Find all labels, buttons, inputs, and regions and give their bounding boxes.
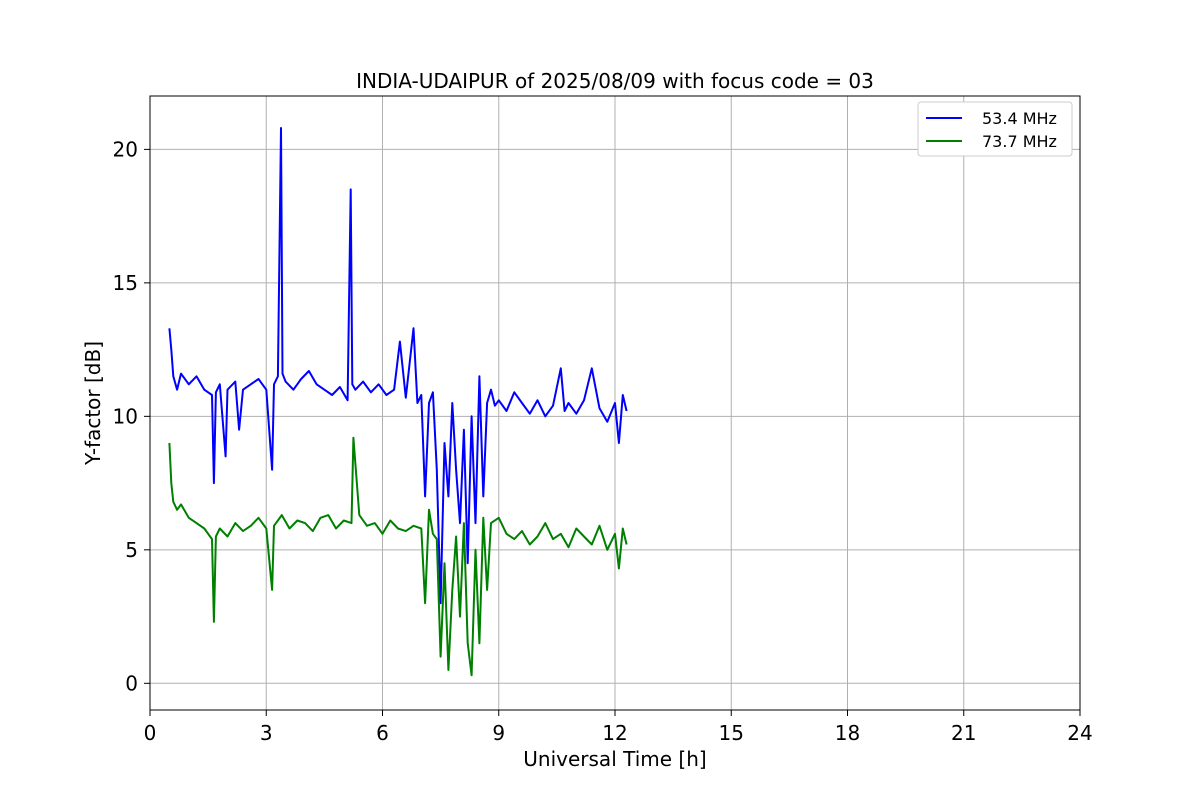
x-tick-label: 6 <box>376 721 389 745</box>
chart-title: INDIA-UDAIPUR of 2025/08/09 with focus c… <box>356 69 874 93</box>
y-tick-label: 0 <box>125 671 138 695</box>
series-line-73-7-mhz <box>168 436 628 677</box>
y-tick-label: 5 <box>125 538 138 562</box>
y-tick-label: 10 <box>113 404 138 428</box>
series-line-53-4-mhz <box>168 127 628 605</box>
x-tick-label: 21 <box>951 721 976 745</box>
series-group <box>168 127 628 677</box>
legend-label-73-7: 73.7 MHz <box>982 132 1057 151</box>
x-tick-label: 12 <box>602 721 627 745</box>
y-tick-label: 15 <box>113 271 138 295</box>
y-tick-label: 20 <box>113 137 138 161</box>
legend-box <box>917 101 1073 157</box>
x-tick-label: 24 <box>1067 721 1092 745</box>
x-tick-label: 15 <box>719 721 744 745</box>
x-tick-label: 9 <box>492 721 505 745</box>
x-tick-label: 18 <box>835 721 860 745</box>
x-tick-label: 0 <box>144 721 157 745</box>
legend: 53.4 MHz 73.7 MHz <box>917 101 1073 157</box>
y-axis-label: Y-factor [dB] <box>81 341 105 466</box>
x-axis-label: Universal Time [h] <box>523 747 706 771</box>
x-tick-label: 3 <box>260 721 273 745</box>
legend-label-53-4: 53.4 MHz <box>982 109 1057 128</box>
ticks: 0 3 6 9 12 15 18 21 24 0 5 10 15 20 <box>113 137 1093 745</box>
